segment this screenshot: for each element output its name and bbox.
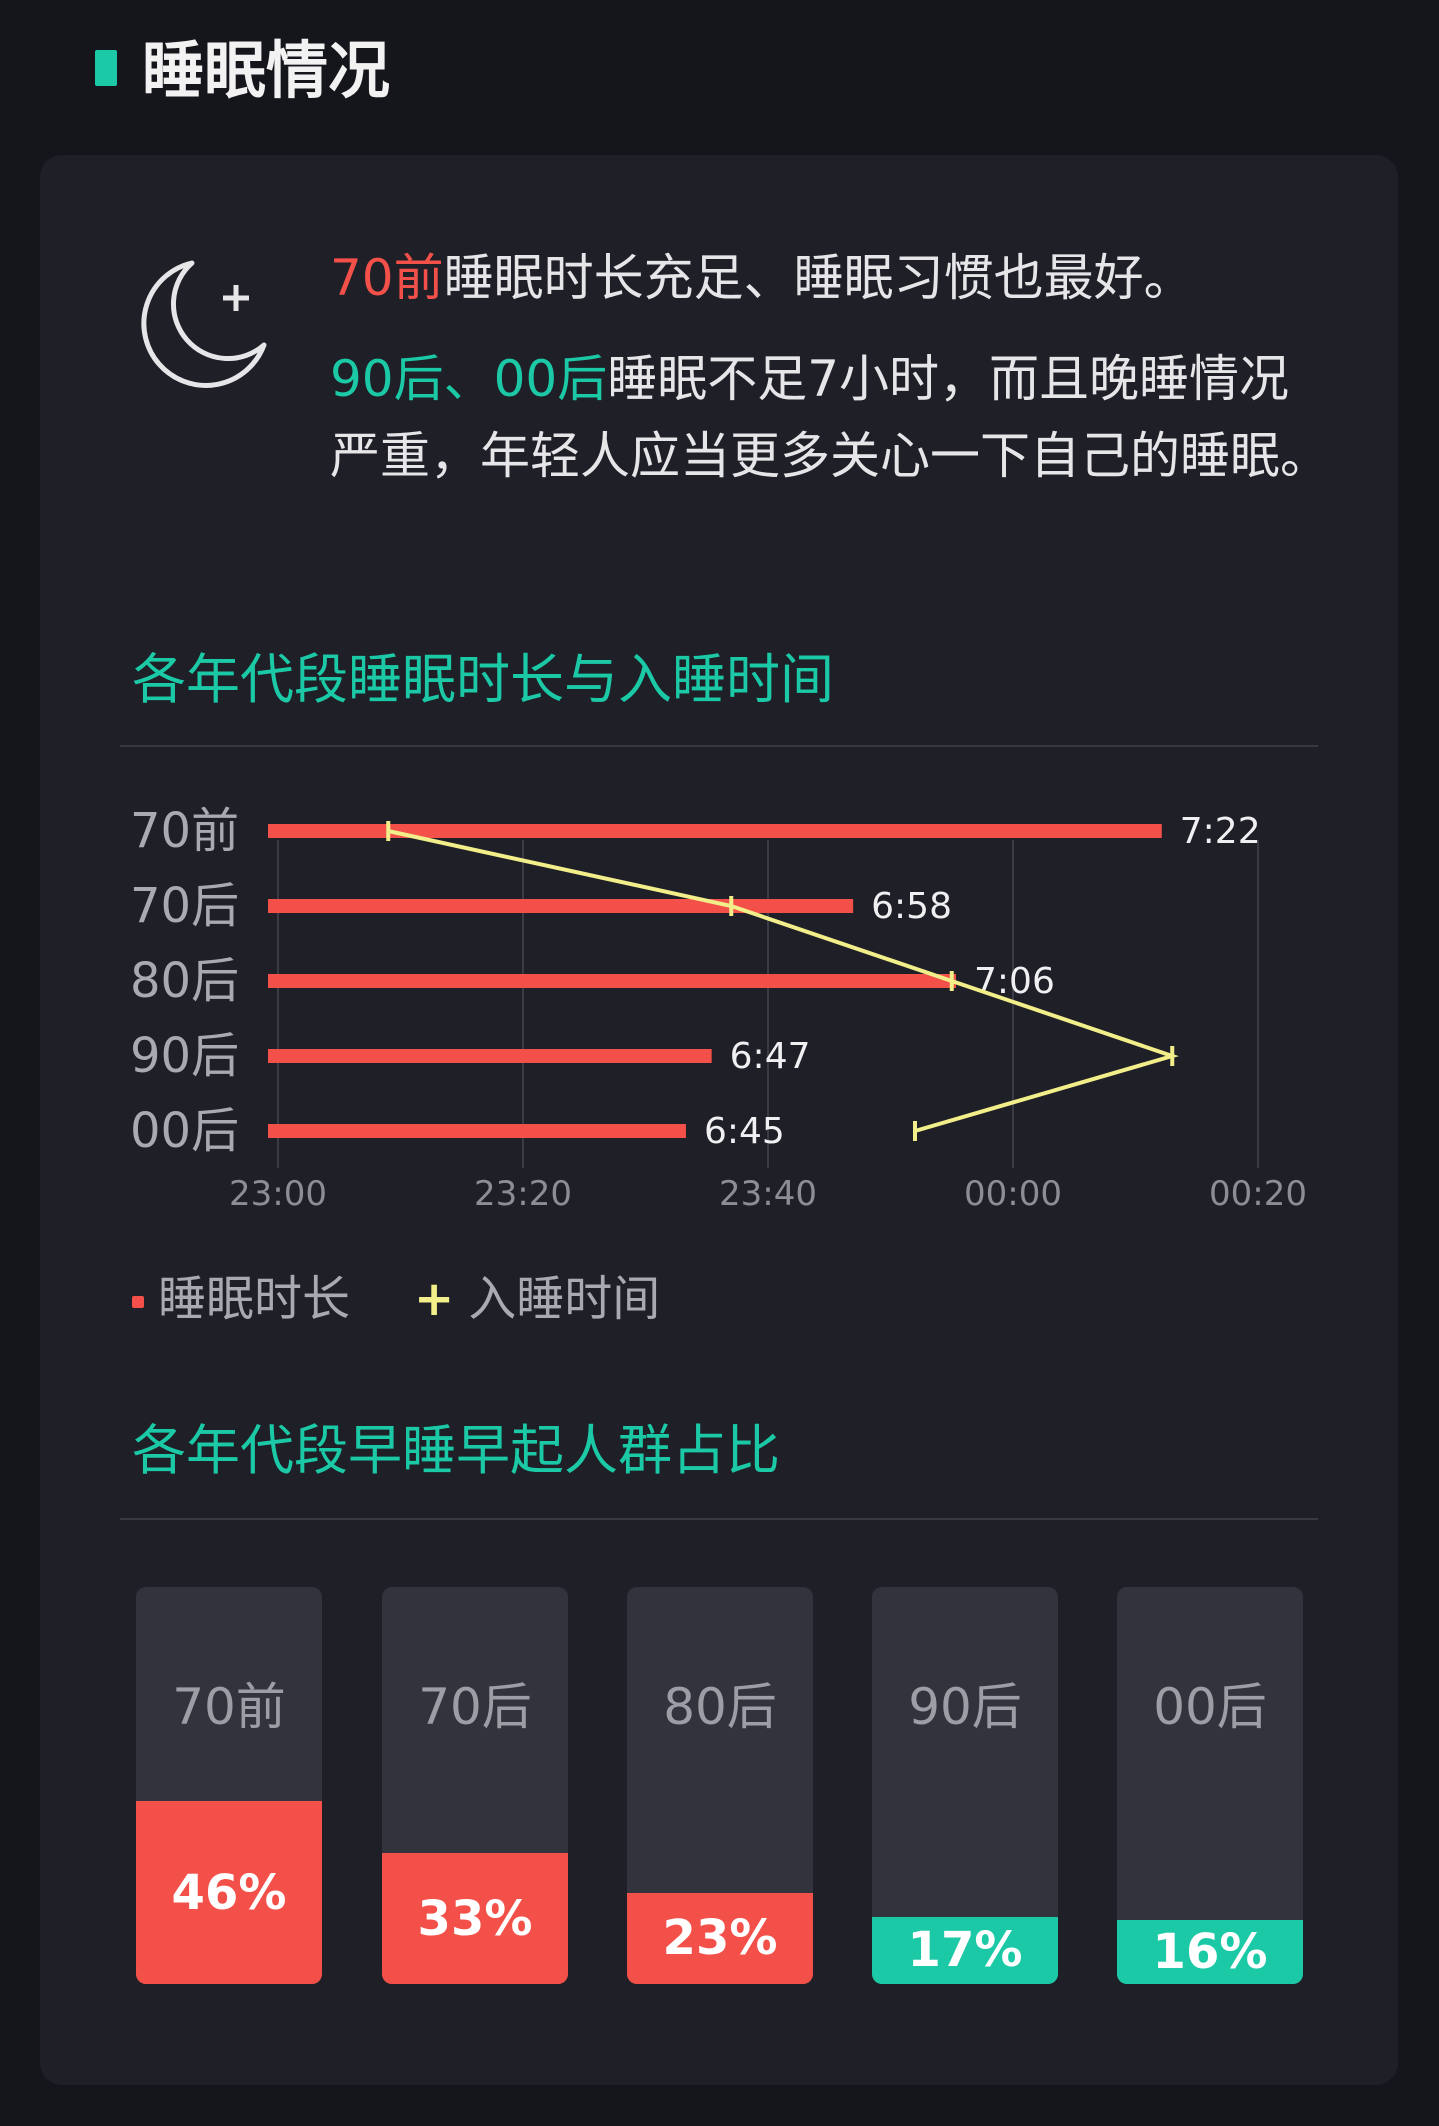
column-percent: 46% [171, 1864, 287, 1921]
summary-line-1: 70前睡眠时长充足、睡眠习惯也最好。 [330, 240, 1330, 317]
section-title-early-sleepers: 各年代段早睡早起人群占比 [132, 1419, 780, 1482]
duration-bar [268, 1049, 712, 1063]
divider [120, 1518, 1318, 1520]
summary-line-2: 90后、00后睡眠不足7小时，而且晚睡情况严重，年轻人应当更多关心一下自己的睡眠… [330, 341, 1330, 495]
legend-duration-label: 睡眠时长 [158, 1271, 351, 1327]
duration-bar [268, 974, 957, 988]
column-label: 90后 [908, 1678, 1022, 1736]
duration-value-label: 7:22 [1180, 811, 1261, 852]
summary-line-2-text: 睡眠不足7小时，而且晚睡情况严重，年轻人应当更多关心一下自己的睡眠。 [330, 350, 1330, 485]
legend-bedtime: + 入睡时间 [414, 1270, 660, 1328]
column-fill: 46% [136, 1801, 322, 1984]
column-fill: 16% [1117, 1920, 1303, 1984]
column-label: 00后 [1153, 1678, 1267, 1736]
duration-bar [268, 824, 1162, 838]
legend-swatch-red [132, 1296, 144, 1308]
column-label: 80后 [663, 1678, 777, 1736]
column-percent: 16% [1152, 1924, 1268, 1981]
summary-text: 70前睡眠时长充足、睡眠习惯也最好。 90后、00后睡眠不足7小时，而且晚睡情况… [330, 240, 1330, 519]
column-label: 70后 [418, 1678, 532, 1736]
y-category-label: 90后 [130, 1028, 239, 1084]
highlight-90s-00s: 90后、00后 [330, 350, 608, 408]
highlight-70s-before: 70前 [330, 249, 444, 307]
legend-bedtime-label: 入睡时间 [468, 1271, 661, 1327]
x-tick-label: 23:20 [474, 1174, 572, 1214]
duration-value-label: 6:45 [704, 1111, 785, 1152]
y-category-label: 00后 [130, 1103, 239, 1159]
column-percent: 23% [662, 1910, 778, 1967]
duration-value-label: 6:47 [730, 1036, 811, 1077]
x-tick-label: 23:40 [719, 1174, 817, 1214]
x-tick-label: 00:00 [964, 1174, 1062, 1214]
column-fill: 17% [872, 1916, 1058, 1984]
duration-bar [268, 1124, 686, 1138]
x-tick-label: 23:00 [229, 1174, 327, 1214]
y-category-label: 80后 [130, 953, 239, 1009]
summary-line-1-text: 睡眠时长充足、睡眠习惯也最好。 [443, 249, 1194, 307]
page-title: 睡眠情况 [142, 34, 391, 107]
sleep-duration-chart: 23:00 23:20 23:40 00:00 00:20 70前 7:22 70后 6:58 8… [130, 803, 1307, 1214]
duration-bar [268, 899, 854, 913]
column-fill: 33% [382, 1853, 568, 1984]
column-percent: 33% [417, 1890, 533, 1947]
legend-duration: 睡眠时长 [132, 1270, 350, 1328]
column-percent: 17% [907, 1922, 1023, 1979]
early-sleeper-column: 70后 33% [382, 1587, 568, 1984]
early-sleeper-column: 80后 23% [627, 1587, 813, 1984]
duration-value-label: 6:58 [871, 886, 952, 927]
duration-value-label: 7:06 [974, 961, 1055, 1002]
column-fill: 23% [627, 1892, 813, 1984]
section-title-sleep-duration: 各年代段睡眠时长与入睡时间 [132, 648, 834, 711]
divider [120, 745, 1318, 747]
moon-plus-icon [141, 260, 267, 388]
y-category-label: 70前 [130, 803, 239, 859]
y-category-label: 70后 [130, 878, 239, 934]
column-label: 70前 [172, 1678, 286, 1736]
early-sleeper-column: 00后 16% [1117, 1587, 1303, 1984]
x-tick-label: 00:20 [1209, 1174, 1307, 1214]
legend-plus-icon: + [414, 1271, 455, 1327]
early-sleeper-column: 90后 17% [872, 1587, 1058, 1984]
early-sleeper-column: 70前 46% [136, 1587, 322, 1984]
title-accent-mark [95, 50, 117, 86]
